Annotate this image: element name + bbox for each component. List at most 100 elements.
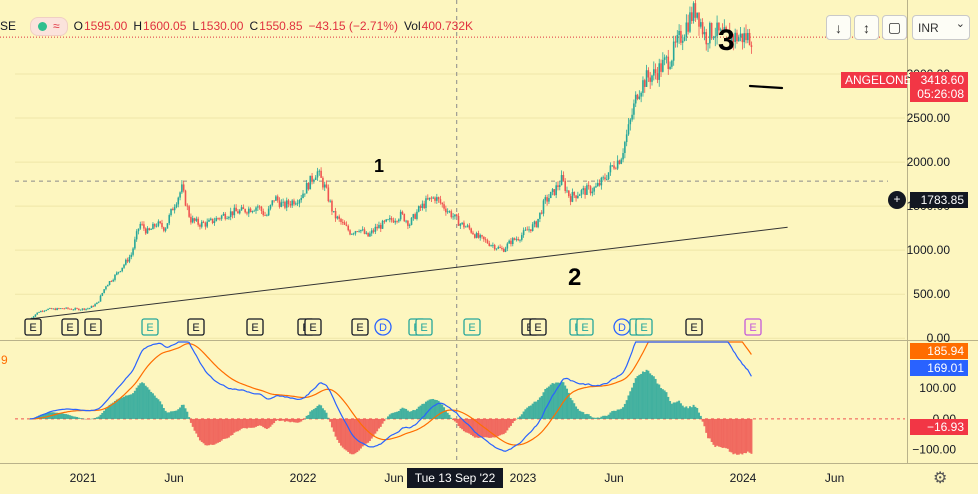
histogram-bar [745,418,748,454]
histogram-bar [526,407,529,419]
indicator-visibility-pill[interactable]: ≈ [30,16,68,36]
histogram-bar [38,415,41,419]
histogram-bar [101,412,104,419]
histogram-bar [311,410,314,419]
histogram-bar [341,418,344,448]
candle-body [421,203,424,208]
candle-body [45,309,48,311]
histogram-bar [728,418,731,452]
wave-icon: ≈ [53,19,60,33]
histogram-bar [457,418,460,427]
candle-body [649,77,651,82]
earnings-badge [61,318,79,336]
candle-body [329,200,331,202]
crosshair-plus-button[interactable]: + [888,191,906,209]
histogram-bar [419,405,422,419]
histogram-bar [193,418,196,431]
histogram-bar [649,373,652,419]
histogram-bar [529,405,532,419]
last-price-tag: 3418.60 05:26:08 [910,72,968,102]
candle-body [139,223,142,229]
candle-body [349,230,351,235]
status-dot-icon [38,21,48,31]
histogram-bar [578,410,581,419]
candle-body [96,302,98,305]
candle-body [217,218,219,219]
settings-gear-icon[interactable]: ⚙ [933,470,948,487]
badge-letter: E [146,322,153,334]
candle-body [85,308,87,310]
histogram-bar [135,387,138,419]
candle-body [497,246,500,249]
histogram-bar [334,418,337,437]
histogram-bar [273,418,276,424]
chevron-down-icon: ⌄ [955,18,965,30]
candle-body [287,200,290,205]
candle-body [108,281,111,285]
histogram-bar [245,418,248,429]
collapse-icon: ↕ [863,19,870,36]
candle-body [747,32,749,41]
candle-body [322,177,324,188]
candle-body [703,32,706,35]
candle-body [604,177,606,180]
histogram-bar [39,414,42,419]
histogram-bar [667,396,670,419]
histogram-bar [613,410,616,419]
candle-body [674,41,677,43]
fullscreen-button[interactable]: ▢ [882,15,907,40]
candle-body [412,214,415,218]
candle-body [331,200,333,212]
histogram-bar [580,411,583,419]
badge-letter: D [379,322,387,334]
histogram-bar [660,388,663,419]
candle-body [298,200,301,204]
histogram-bar [142,383,145,419]
scroll-down-button[interactable]: ↓ [826,15,851,40]
change-value: −43.15 (−2.71%) [308,19,398,33]
histogram-bar [347,418,350,452]
candle-body [208,219,210,222]
histogram-bar [325,412,328,419]
histogram-bar [372,418,375,437]
histogram-bar [410,411,413,419]
histogram-bar [462,418,465,432]
histogram-bar [663,390,666,419]
histogram-bar [350,418,353,455]
candle-body [392,220,395,223]
candle-body [484,239,487,241]
candle-body [596,183,599,187]
candle-body [78,308,80,311]
histogram-bar [227,418,230,438]
histogram-bar [665,392,668,419]
histogram-bar [59,413,62,419]
candle-body [555,185,557,196]
histogram-bar [191,418,194,427]
candle-body [719,29,722,31]
candle-body [191,218,194,223]
candle-body [332,211,335,212]
histogram-bar [537,399,540,419]
candle-body [716,22,718,37]
histogram-bar [166,412,169,419]
candle-body [743,33,746,43]
candle-body [504,248,507,252]
candle-body [633,103,635,115]
histogram-bar [502,418,505,435]
histogram-bar [336,418,339,440]
histogram-bar [144,385,147,419]
currency-select[interactable]: INR ⌄ [912,15,970,40]
histogram-bar [95,417,98,419]
candle-body [41,310,44,312]
candle-body [114,274,116,280]
candle-body [231,211,234,216]
histogram-bar [200,418,203,442]
collapse-button[interactable]: ↕ [854,15,879,40]
histogram-bar [625,400,628,419]
candle-body [226,218,228,220]
histogram-bar [748,418,751,453]
histogram-bar [339,418,342,446]
histogram-bar [730,418,733,453]
histogram-bar [76,417,79,419]
